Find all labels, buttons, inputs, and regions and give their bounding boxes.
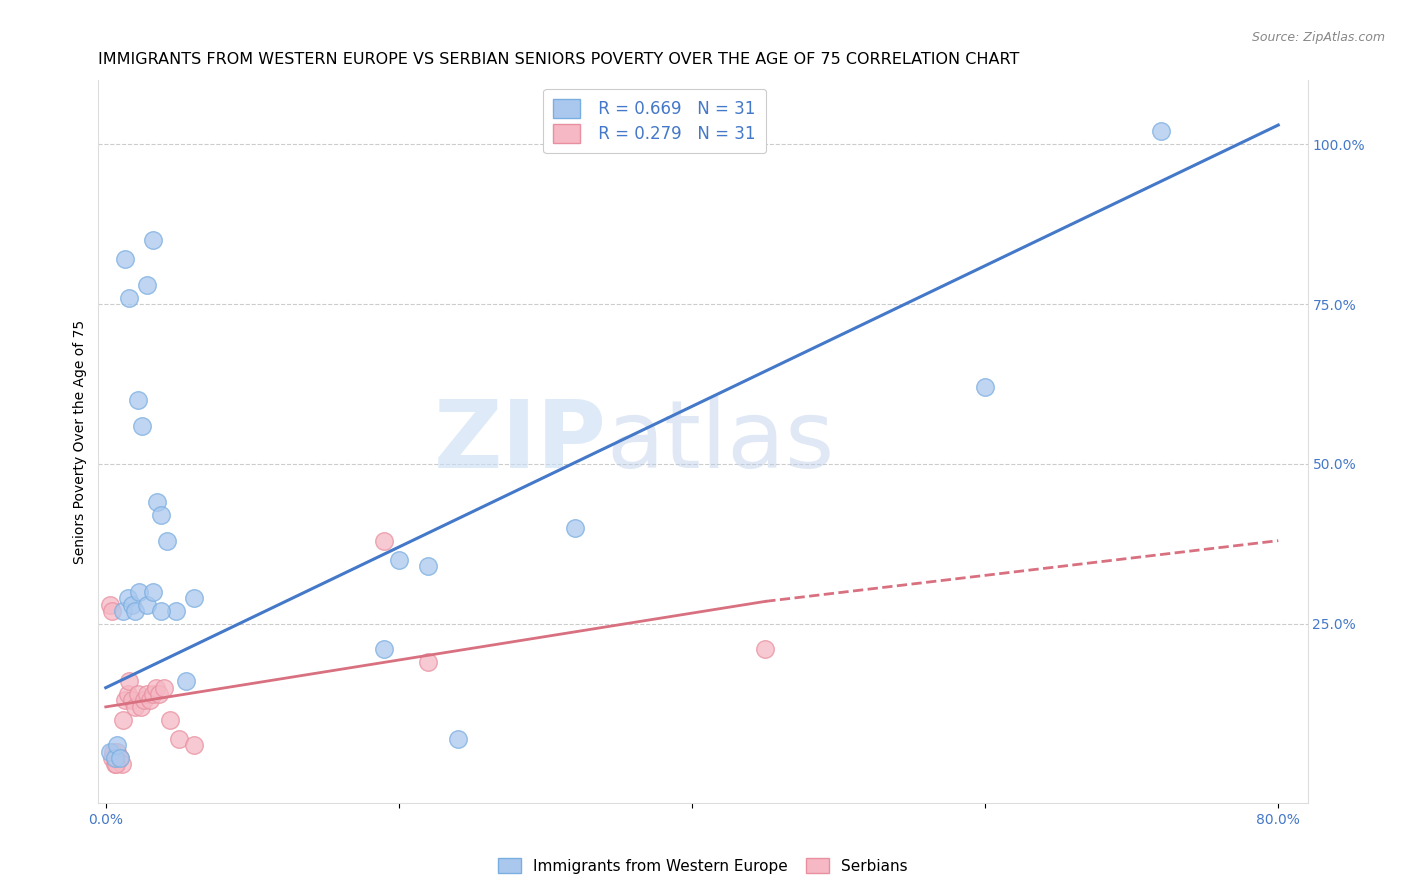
Text: ZIP: ZIP <box>433 395 606 488</box>
Point <box>418 655 440 669</box>
Point <box>100 751 122 765</box>
Point <box>127 392 149 407</box>
Point <box>101 745 124 759</box>
Point <box>128 584 150 599</box>
Point <box>167 731 190 746</box>
Point <box>121 598 143 612</box>
Point <box>105 751 128 765</box>
Point <box>974 380 997 394</box>
Legend: Immigrants from Western Europe, Serbians: Immigrants from Western Europe, Serbians <box>492 852 914 880</box>
Point <box>446 731 468 746</box>
Text: Source: ZipAtlas.com: Source: ZipAtlas.com <box>1251 31 1385 45</box>
Point <box>142 687 165 701</box>
Point <box>124 699 146 714</box>
Point <box>564 521 586 535</box>
Point <box>131 418 153 433</box>
Point <box>103 757 125 772</box>
Point <box>121 693 143 707</box>
Y-axis label: Seniors Poverty Over the Age of 75: Seniors Poverty Over the Age of 75 <box>73 319 87 564</box>
Point <box>117 591 139 606</box>
Point <box>183 738 205 752</box>
Point <box>153 681 176 695</box>
Point <box>111 757 134 772</box>
Point <box>100 604 122 618</box>
Point <box>98 598 121 612</box>
Point <box>98 745 121 759</box>
Point <box>1150 124 1173 138</box>
Point <box>127 687 149 701</box>
Point <box>118 674 141 689</box>
Point <box>117 687 139 701</box>
Point <box>135 687 157 701</box>
Point <box>159 713 181 727</box>
Point <box>107 745 129 759</box>
Point <box>124 604 146 618</box>
Point <box>110 751 132 765</box>
Point <box>107 738 129 752</box>
Point <box>156 533 179 548</box>
Point <box>176 674 198 689</box>
Point <box>183 591 205 606</box>
Point <box>418 559 440 574</box>
Point <box>373 533 395 548</box>
Point <box>388 553 411 567</box>
Point <box>150 508 173 522</box>
Point <box>105 757 128 772</box>
Point <box>142 584 165 599</box>
Point <box>103 751 125 765</box>
Point <box>165 604 187 618</box>
Point <box>112 713 135 727</box>
Point <box>132 693 155 707</box>
Point <box>129 699 152 714</box>
Point <box>373 642 395 657</box>
Text: atlas: atlas <box>606 395 835 488</box>
Legend:  R = 0.669   N = 31,  R = 0.279   N = 31: R = 0.669 N = 31, R = 0.279 N = 31 <box>543 88 766 153</box>
Text: IMMIGRANTS FROM WESTERN EUROPE VS SERBIAN SENIORS POVERTY OVER THE AGE OF 75 COR: IMMIGRANTS FROM WESTERN EUROPE VS SERBIA… <box>98 52 1019 67</box>
Point <box>135 277 157 292</box>
Point <box>754 642 776 657</box>
Point <box>150 604 173 618</box>
Point <box>112 604 135 618</box>
Point <box>148 687 170 701</box>
Point <box>145 681 167 695</box>
Point <box>114 252 136 267</box>
Point <box>110 751 132 765</box>
Point <box>138 693 160 707</box>
Point <box>118 291 141 305</box>
Point <box>135 598 157 612</box>
Point <box>114 693 136 707</box>
Point <box>146 495 169 509</box>
Point <box>142 233 165 247</box>
